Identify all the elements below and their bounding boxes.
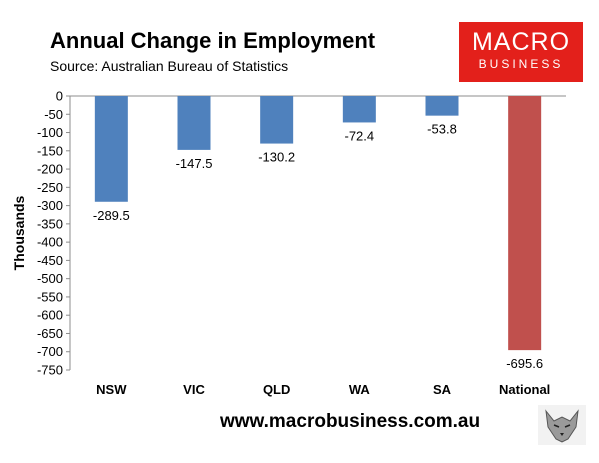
x-category-label: NSW — [96, 382, 127, 397]
chart-subtitle: Source: Australian Bureau of Statistics — [50, 58, 289, 74]
y-tick-label: -100 — [37, 125, 63, 140]
bar-national — [508, 96, 542, 351]
data-label: -130.2 — [258, 150, 295, 165]
y-tick-label: -150 — [37, 143, 63, 158]
y-tick-label: -600 — [37, 308, 63, 323]
y-axis-label: Thousands — [11, 195, 27, 270]
y-tick-label: -350 — [37, 216, 63, 231]
y-tick-label: -250 — [37, 180, 63, 195]
y-tick-label: -700 — [37, 344, 63, 359]
y-tick-label: -750 — [37, 363, 63, 378]
bar-nsw — [94, 96, 128, 202]
y-tick-label: -400 — [37, 235, 63, 250]
data-label: -72.4 — [345, 128, 375, 143]
x-category-label: SA — [433, 382, 452, 397]
bar-qld — [260, 96, 294, 144]
x-category-label: National — [499, 382, 550, 397]
y-tick-label: -450 — [37, 253, 63, 268]
chart-title: Annual Change in Employment — [50, 28, 376, 53]
bar-vic — [177, 96, 211, 150]
y-tick-label: -500 — [37, 271, 63, 286]
y-tick-label: -200 — [37, 162, 63, 177]
data-label: -147.5 — [176, 156, 213, 171]
macrobusiness-logo[interactable]: MACRO BUSINESS — [459, 22, 583, 82]
y-tick-label: -300 — [37, 198, 63, 213]
y-tick-label: -650 — [37, 326, 63, 341]
bar-sa — [425, 96, 459, 116]
data-label: -695.6 — [506, 356, 543, 371]
data-label: -289.5 — [93, 208, 130, 223]
y-tick-label: -550 — [37, 289, 63, 304]
y-tick-label: -50 — [44, 107, 63, 122]
logo-main-text: MACRO — [471, 28, 571, 56]
y-tick-label: 0 — [56, 89, 63, 104]
bar-wa — [342, 96, 376, 123]
wolf-mascot-icon — [538, 405, 586, 445]
x-category-label: QLD — [263, 382, 290, 397]
x-category-label: WA — [349, 382, 371, 397]
footer-url: www.macrobusiness.com.au — [220, 411, 481, 432]
logo-sub-text: BUSINESS — [478, 57, 564, 71]
x-category-label: VIC — [183, 382, 205, 397]
data-label: -53.8 — [427, 122, 457, 137]
